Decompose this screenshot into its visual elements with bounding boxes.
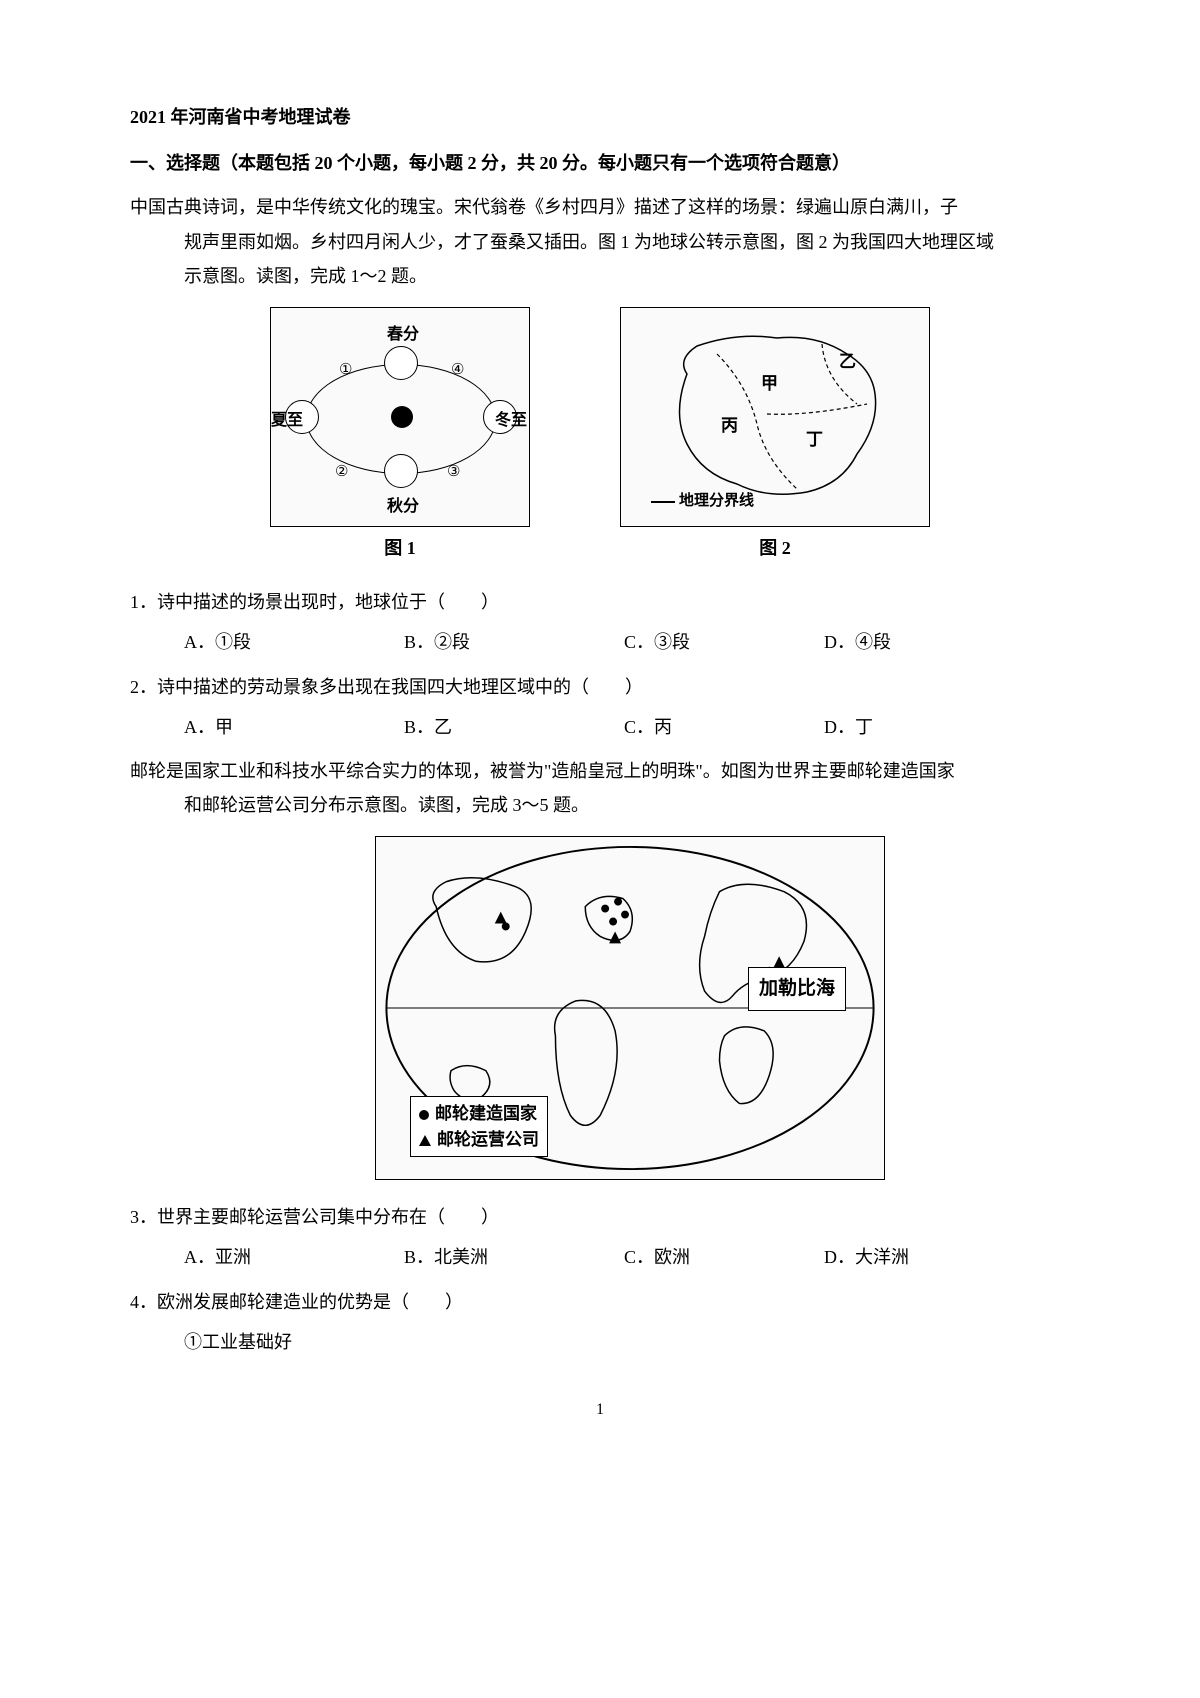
figure-3-image: 加勒比海 邮轮建造国家 邮轮运营公司 <box>375 836 885 1180</box>
label-chunfen: 春分 <box>387 320 419 350</box>
passage-text: 邮轮是国家工业和科技水平综合实力的体现，被誉为"造船皇冠上的明珠"。如图为世界主… <box>130 754 1070 788</box>
passage-text: 中国古典诗词，是中华传统文化的瑰宝。宋代翁卷《乡村四月》描述了这样的场景：绿遍山… <box>130 190 1070 224</box>
option-b: B．北美洲 <box>404 1240 624 1274</box>
figures-row-1: 春分 秋分 夏至 冬至 ① ② ③ ④ 图 1 甲 乙 丙 丁 地理分界线 <box>130 307 1070 565</box>
figure-2-caption: 图 2 <box>759 531 791 565</box>
callout-caribbean: 加勒比海 <box>748 967 846 1011</box>
option-a: A．甲 <box>184 710 404 744</box>
china-map-svg <box>647 324 897 504</box>
option-d: D．④段 <box>824 625 891 659</box>
marker-4: ④ <box>451 356 464 385</box>
question-3: 3．世界主要邮轮运营公司集中分布在（ ） <box>130 1200 1070 1234</box>
option-d: D．大洋洲 <box>824 1240 909 1274</box>
passage-text: 示意图。读图，完成 1～2 题。 <box>130 259 1070 293</box>
figure-1-caption: 图 1 <box>384 531 416 565</box>
option-a: A．①段 <box>184 625 404 659</box>
label-jia: 甲 <box>761 368 778 400</box>
option-a: A．亚洲 <box>184 1240 404 1274</box>
label-yi: 乙 <box>839 346 856 378</box>
legend-build-text: 邮轮建造国家 <box>435 1104 537 1123</box>
marker-3: ③ <box>447 458 460 487</box>
figures-row-2: 加勒比海 邮轮建造国家 邮轮运营公司 <box>130 836 1070 1180</box>
legend-run-text: 邮轮运营公司 <box>437 1130 539 1149</box>
question-3-options: A．亚洲 B．北美洲 C．欧洲 D．大洋洲 <box>130 1240 1070 1274</box>
option-c: C．丙 <box>624 710 824 744</box>
question-2: 2．诗中描述的劳动景象多出现在我国四大地理区域中的（ ） <box>130 670 1070 704</box>
question-2-options: A．甲 B．乙 C．丙 D．丁 <box>130 710 1070 744</box>
page-number: 1 <box>130 1395 1070 1425</box>
legend-dash-icon <box>651 501 675 503</box>
question-1-options: A．①段 B．②段 C．③段 D．④段 <box>130 625 1070 659</box>
figure-1: 春分 秋分 夏至 冬至 ① ② ③ ④ 图 1 <box>270 307 530 565</box>
marker-2: ② <box>335 458 348 487</box>
earth-spring <box>384 346 418 380</box>
label-ding: 丁 <box>806 424 823 456</box>
dot-icon <box>419 1110 429 1120</box>
legend-build-row: 邮轮建造国家 <box>419 1101 539 1127</box>
figure-2-legend: 地理分界线 <box>651 487 754 516</box>
label-qiufen: 秋分 <box>387 492 419 522</box>
question-1: 1．诗中描述的场景出现时，地球位于（ ） <box>130 585 1070 619</box>
sun-icon <box>391 406 413 428</box>
figure-3: 加勒比海 邮轮建造国家 邮轮运营公司 <box>315 836 885 1180</box>
passage-1: 中国古典诗词，是中华传统文化的瑰宝。宋代翁卷《乡村四月》描述了这样的场景：绿遍山… <box>130 190 1070 293</box>
marker-1: ① <box>339 356 352 385</box>
figure-2-image: 甲 乙 丙 丁 地理分界线 <box>620 307 930 527</box>
passage-text: 规声里雨如烟。乡村四月闲人少，才了蚕桑又插田。图 1 为地球公转示意图，图 2 … <box>130 225 1070 259</box>
figure-3-legend: 邮轮建造国家 邮轮运营公司 <box>410 1096 548 1157</box>
label-xiazhi: 夏至 <box>271 406 303 436</box>
exam-title: 2021 年河南省中考地理试卷 <box>130 100 1070 134</box>
passage-2: 邮轮是国家工业和科技水平综合实力的体现，被誉为"造船皇冠上的明珠"。如图为世界主… <box>130 754 1070 822</box>
option-c: C．欧洲 <box>624 1240 824 1274</box>
question-4: 4．欧洲发展邮轮建造业的优势是（ ） <box>130 1285 1070 1319</box>
passage-text: 和邮轮运营公司分布示意图。读图，完成 3～5 题。 <box>130 788 1070 822</box>
figure-2: 甲 乙 丙 丁 地理分界线 图 2 <box>620 307 930 565</box>
label-dongzhi: 冬至 <box>495 406 527 436</box>
option-b: B．乙 <box>404 710 624 744</box>
question-4-item-1: ①工业基础好 <box>130 1325 1070 1359</box>
earth-autumn <box>384 454 418 488</box>
option-b: B．②段 <box>404 625 624 659</box>
triangle-icon <box>419 1135 431 1146</box>
legend-text: 地理分界线 <box>679 493 754 509</box>
label-bing: 丙 <box>721 410 738 442</box>
figure-1-image: 春分 秋分 夏至 冬至 ① ② ③ ④ <box>270 307 530 527</box>
legend-run-row: 邮轮运营公司 <box>419 1127 539 1153</box>
option-c: C．③段 <box>624 625 824 659</box>
section-header: 一、选择题（本题包括 20 个小题，每小题 2 分，共 20 分。每小题只有一个… <box>130 146 1070 180</box>
option-d: D．丁 <box>824 710 873 744</box>
